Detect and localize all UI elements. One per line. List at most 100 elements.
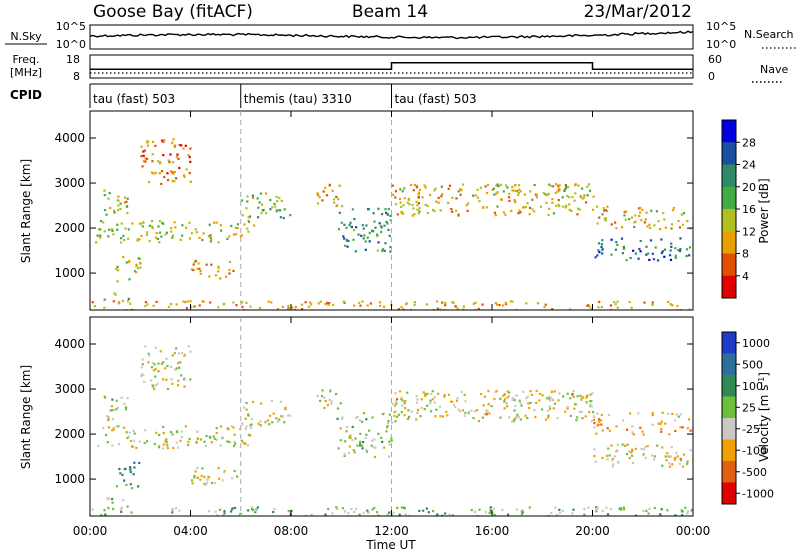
velocity-echo-cell [572,508,575,511]
velocity-echo-cell [121,473,124,476]
power-echo-cell [598,300,601,304]
power-echo-cell [496,205,499,208]
power-echo-cell [333,201,336,204]
velocity-echo-cell [581,417,584,420]
power-echo-cell [184,301,187,304]
velocity-echo-cell [553,402,556,405]
ytick-label: 2000 [54,221,85,235]
velocity-echo-cell [406,391,409,394]
power-echo-cell [646,225,649,228]
power-echo-cell [342,300,345,303]
velocity-echo-cell [458,410,462,413]
velocity-echo-cell [429,410,433,413]
velocity-echo-cell [123,426,126,429]
velocity-echo-cell [393,411,396,414]
velocity-echo-cell [529,401,532,404]
power-echo-cell [160,182,163,185]
power-echo-cell [100,220,103,223]
nave-tick-bottom: 0 [708,70,715,83]
velocity-echo-cell [257,422,260,425]
power-echo-cell [436,300,439,303]
power-echo-cell [112,209,116,212]
power-echo-cell [663,248,667,251]
power-echo-cell [261,209,264,212]
power-echo-cell [436,307,439,310]
velocity-echo-cell [330,400,333,403]
velocity-echo-cell [415,395,418,398]
velocity-colorbar-title: Velocity [m s-1] [757,372,772,462]
power-echo-cell [126,211,129,215]
velocity-echo-cell [115,399,118,402]
power-echo-cell [457,214,460,217]
colorbar-swatch [722,253,736,277]
power-echo-cell [462,305,465,308]
xtick-label: 08:00 [274,524,309,538]
power-echo-cell [639,206,642,209]
velocity-echo-cell [628,450,631,453]
velocity-echo-cell [616,443,619,446]
power-echo-cell [519,211,522,214]
power-echo-cell [328,183,331,186]
power-echo-cell [651,252,654,255]
power-echo-cell [337,198,340,201]
velocity-echo-cell [127,435,130,438]
velocity-echo-cell [686,462,689,465]
power-echo-cell [533,183,536,187]
power-echo-cell [651,303,654,306]
velocity-echo-cell [487,390,490,393]
power-echo-cell [217,270,220,273]
velocity-echo-cell [463,414,466,417]
velocity-echo-cell [433,401,436,404]
velocity-echo-cell [585,401,588,404]
power-echo-cell [517,212,520,215]
power-echo-cell [162,222,165,225]
velocity-echo-cell [499,397,502,401]
velocity-echo-cell [524,414,527,417]
power-echo-cell [670,242,673,245]
power-echo-cell [564,206,567,209]
velocity-echo-cell [133,439,136,442]
power-echo-cell [482,206,485,209]
power-echo-cell [150,171,154,174]
power-echo-cell [276,307,279,310]
power-echo-cell [107,235,110,238]
velocity-echo-cell [447,393,451,396]
power-echo-cell [557,184,560,187]
power-echo-cell [115,268,118,271]
power-echo-cell [386,213,389,216]
power-echo-cell [251,194,254,197]
power-echo-cell [396,213,399,216]
power-echo-cell [568,308,572,310]
power-echo-cell [408,203,411,206]
power-echo-cell [144,305,147,308]
power-echo-cell [686,220,689,223]
velocity-echo-cell [470,409,473,412]
power-echo-cell [447,187,450,190]
power-echo-cell [165,231,168,234]
velocity-echo-cell [343,453,346,456]
velocity-echo-cell [133,466,136,469]
velocity-echo-cell [596,506,599,509]
velocity-echo-cell [420,406,423,409]
velocity-echo-cell [273,508,276,511]
power-echo-cell [671,223,674,226]
velocity-echo-cell [647,512,650,515]
velocity-echo-cell [492,507,495,510]
velocity-echo-cell [666,452,669,455]
power-echo-cell [345,226,348,229]
power-echo-cell [178,143,181,147]
power-echo-cell [127,297,130,300]
power-echo-cell [232,233,235,236]
power-echo-cell [648,223,651,226]
power-echo-cell [563,189,566,192]
velocity-echo-cell [386,426,389,429]
velocity-echo-cell [251,508,255,512]
velocity-echo-cell [506,390,509,393]
velocity-echo-cell [494,391,497,394]
velocity-echo-cell [210,441,213,444]
velocity-echo-cell [183,377,186,380]
power-echo-cell [583,194,586,197]
power-echo-cell [561,196,564,199]
power-echo-cell [544,193,547,196]
velocity-echo-cell [668,433,671,436]
